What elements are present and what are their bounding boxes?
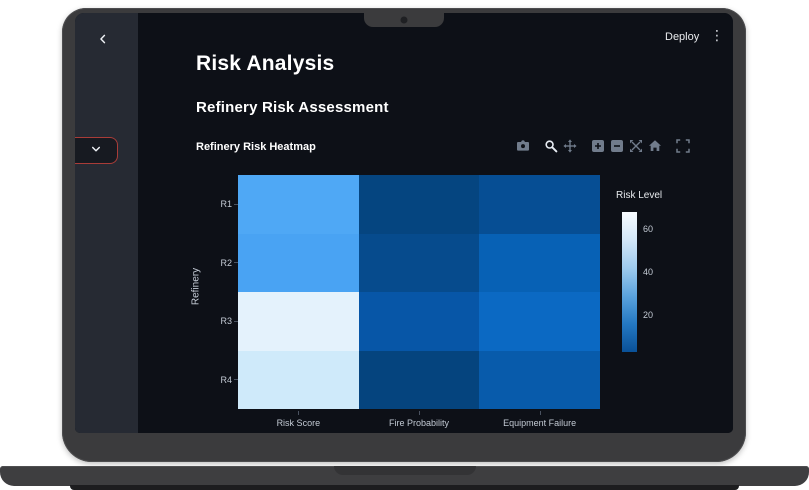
webcam-icon bbox=[400, 16, 408, 24]
zoom-out-icon[interactable] bbox=[610, 139, 624, 153]
camera-icon[interactable] bbox=[516, 139, 530, 153]
page-title: Risk Analysis bbox=[196, 52, 335, 75]
page-subtitle: Refinery Risk Assessment bbox=[196, 99, 389, 116]
laptop-base bbox=[0, 466, 809, 486]
x-tick-label: Risk Score bbox=[238, 411, 359, 428]
heatmap-cell-R1-3[interactable] bbox=[479, 175, 600, 234]
y-tick-label: R3 bbox=[192, 292, 238, 351]
heatmap-cell-R3-2[interactable] bbox=[358, 292, 480, 351]
colorbar-title: Risk Level bbox=[616, 190, 663, 201]
app-screen: Deploy ⋮ Risk Analysis Refinery Risk Ass… bbox=[75, 13, 733, 433]
sidebar bbox=[75, 13, 138, 433]
y-tick-label: R4 bbox=[192, 351, 238, 410]
zoom-icon[interactable] bbox=[544, 139, 558, 153]
kebab-menu-icon[interactable]: ⋮ bbox=[710, 28, 724, 44]
x-tick-label: Equipment Failure bbox=[479, 411, 600, 428]
heatmap-cell-R1-2[interactable] bbox=[358, 175, 480, 234]
colorbar-tick-label: 40 bbox=[643, 267, 654, 278]
chevron-left-icon bbox=[97, 33, 109, 48]
x-axis-tick-labels: Risk Score Fire Probability Equipment Fail… bbox=[238, 411, 600, 428]
colorbar-tick-labels: 60 40 20 bbox=[643, 212, 673, 352]
heatmap-cell-R4-3[interactable] bbox=[479, 350, 600, 409]
back-button[interactable] bbox=[93, 30, 113, 50]
y-axis-tick-labels: R1 R2 R3 R4 bbox=[192, 175, 238, 410]
heatmap-cell-R4-1[interactable] bbox=[238, 350, 359, 409]
x-tick-label: Fire Probability bbox=[359, 411, 480, 428]
heatmap-grid bbox=[238, 175, 600, 409]
heatmap-cell-R3-3[interactable] bbox=[479, 292, 600, 351]
main-content: Deploy ⋮ Risk Analysis Refinery Risk Ass… bbox=[138, 13, 733, 433]
deploy-button[interactable]: Deploy bbox=[665, 31, 700, 43]
y-tick-label: R2 bbox=[192, 234, 238, 293]
y-axis-title: Refinery bbox=[190, 267, 202, 306]
laptop-bezel: Deploy ⋮ Risk Analysis Refinery Risk Ass… bbox=[62, 8, 746, 462]
fullscreen-icon[interactable] bbox=[676, 139, 690, 153]
heatmap-cell-R1-1[interactable] bbox=[238, 175, 359, 234]
sidebar-collapse-button[interactable] bbox=[75, 137, 118, 164]
heatmap-cell-R2-2[interactable] bbox=[358, 233, 480, 292]
colorbar bbox=[622, 212, 637, 352]
plotly-modebar bbox=[516, 138, 695, 154]
chart-title: Refinery Risk Heatmap bbox=[196, 141, 316, 153]
heatmap-cell-R2-1[interactable] bbox=[238, 233, 359, 292]
colorbar-tick-label: 60 bbox=[643, 224, 654, 235]
colorbar-tick-label: 20 bbox=[643, 310, 654, 321]
pan-icon[interactable] bbox=[563, 139, 577, 153]
heatmap-cell-R3-1[interactable] bbox=[238, 292, 359, 351]
laptop-lid-notch bbox=[333, 466, 476, 475]
heatmap-cell-R4-2[interactable] bbox=[358, 350, 480, 409]
y-tick-label: R1 bbox=[192, 175, 238, 234]
reset-home-icon[interactable] bbox=[648, 139, 662, 153]
heatmap-plot: R1 R2 R3 R4 Risk Score Fire Probability Equip… bbox=[138, 13, 733, 433]
chevron-down-icon bbox=[90, 143, 102, 158]
laptop-notch bbox=[364, 13, 444, 27]
autoscale-icon[interactable] bbox=[629, 139, 643, 153]
zoom-in-icon[interactable] bbox=[591, 139, 605, 153]
heatmap-cell-R2-3[interactable] bbox=[479, 233, 600, 292]
laptop-shadow bbox=[70, 485, 739, 490]
